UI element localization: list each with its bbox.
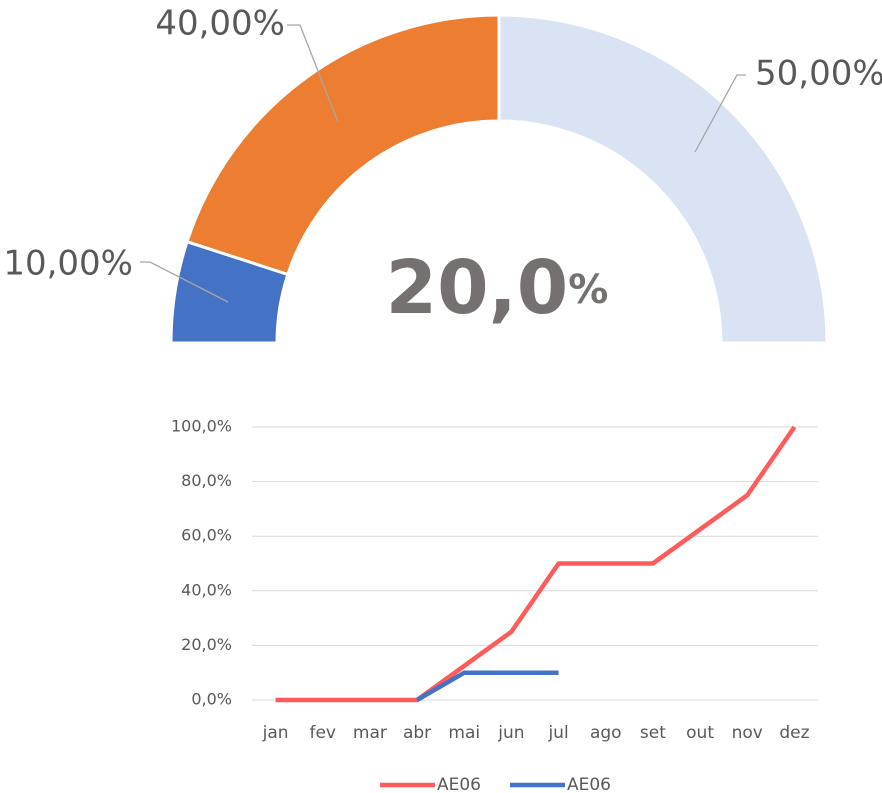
x-tick-label: set [640, 723, 666, 743]
legend-label: AE06 [437, 775, 481, 793]
x-tick-label: out [686, 723, 714, 743]
x-tick-label: jul [547, 723, 568, 743]
leader-line [140, 261, 229, 303]
x-tick-label: mai [448, 723, 480, 743]
center-unit: % [568, 267, 608, 313]
x-tick-label: nov [732, 723, 763, 743]
leader-line [694, 74, 746, 153]
data-label: 10,00% [3, 244, 133, 284]
gauge-segment [497, 13, 829, 345]
y-tick-label: 100,0% [171, 417, 232, 436]
leader-line [287, 24, 339, 123]
gauge-segment [185, 13, 501, 277]
y-tick-label: 80,0% [181, 471, 232, 490]
y-tick-label: 20,0% [181, 635, 232, 654]
y-tick-label: 60,0% [181, 526, 232, 545]
x-tick-label: jan [262, 723, 289, 743]
x-tick-label: mar [353, 723, 387, 743]
y-tick-label: 40,0% [181, 580, 232, 599]
data-label: 50,00% [755, 54, 882, 94]
x-tick-label: ago [590, 723, 622, 743]
center-number: 20,0 [386, 245, 569, 331]
center-value: 20,0% [386, 245, 609, 331]
x-tick-label: abr [403, 723, 431, 743]
data-label: 40,00% [155, 4, 285, 44]
line-series [275, 425, 797, 703]
x-tick-label: fev [309, 723, 336, 743]
y-tick-label: 0,0% [191, 690, 232, 709]
x-tick-label: dez [779, 723, 809, 743]
line-series [415, 670, 559, 702]
x-tick-label: jun [497, 723, 524, 743]
legend-label: AE06 [567, 775, 611, 793]
